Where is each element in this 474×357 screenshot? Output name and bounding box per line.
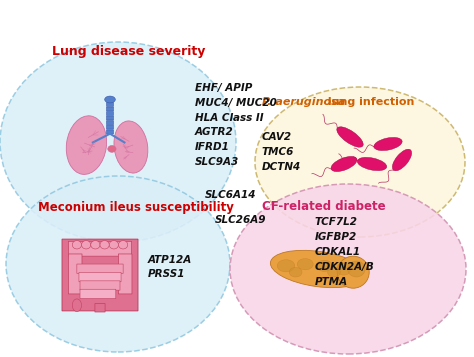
FancyBboxPatch shape — [107, 125, 113, 129]
Ellipse shape — [100, 241, 109, 249]
Text: SLC6A14: SLC6A14 — [205, 190, 256, 200]
FancyBboxPatch shape — [107, 112, 113, 115]
Ellipse shape — [317, 260, 332, 271]
Ellipse shape — [392, 149, 411, 171]
Text: Lung disease severity: Lung disease severity — [52, 45, 205, 59]
FancyBboxPatch shape — [77, 264, 123, 273]
FancyBboxPatch shape — [107, 102, 113, 106]
FancyBboxPatch shape — [95, 303, 105, 312]
Ellipse shape — [255, 87, 465, 237]
Ellipse shape — [331, 156, 357, 172]
FancyBboxPatch shape — [107, 121, 113, 125]
FancyBboxPatch shape — [68, 254, 82, 294]
Ellipse shape — [91, 241, 100, 249]
Text: EHF/ APIP
MUC4/ MUC20
HLA Class II
AGTR2
IFRD1
SLC9A3: EHF/ APIP MUC4/ MUC20 HLA Class II AGTR2… — [195, 83, 277, 167]
Ellipse shape — [109, 241, 118, 249]
FancyBboxPatch shape — [68, 241, 132, 256]
FancyBboxPatch shape — [107, 116, 113, 120]
Text: CAV2
TMC6
DCTN4: CAV2 TMC6 DCTN4 — [262, 132, 301, 172]
FancyBboxPatch shape — [80, 281, 120, 290]
Ellipse shape — [66, 116, 107, 175]
FancyBboxPatch shape — [62, 239, 138, 311]
Ellipse shape — [337, 263, 351, 275]
Ellipse shape — [230, 184, 466, 354]
Text: ATP12A
PRSS1: ATP12A PRSS1 — [148, 255, 192, 280]
Ellipse shape — [105, 96, 115, 103]
FancyBboxPatch shape — [79, 272, 121, 282]
Ellipse shape — [374, 137, 402, 151]
Text: CF-related diabete: CF-related diabete — [262, 201, 386, 213]
Ellipse shape — [328, 267, 340, 277]
Text: lung infection: lung infection — [324, 97, 414, 107]
Ellipse shape — [118, 241, 128, 249]
Ellipse shape — [277, 260, 295, 272]
Ellipse shape — [114, 121, 148, 173]
FancyBboxPatch shape — [118, 254, 132, 294]
Ellipse shape — [270, 250, 365, 288]
Ellipse shape — [347, 261, 365, 277]
Ellipse shape — [72, 241, 82, 249]
Ellipse shape — [289, 267, 302, 277]
Ellipse shape — [82, 241, 91, 249]
Ellipse shape — [6, 176, 230, 352]
FancyBboxPatch shape — [80, 289, 116, 298]
Ellipse shape — [337, 127, 363, 147]
Ellipse shape — [72, 299, 82, 312]
FancyBboxPatch shape — [107, 107, 113, 111]
FancyBboxPatch shape — [107, 130, 113, 134]
Ellipse shape — [108, 146, 116, 152]
Text: TCF7L2
IGFBP2
CDKAL1
CDKN2A/B
PTMA: TCF7L2 IGFBP2 CDKAL1 CDKN2A/B PTMA — [315, 217, 375, 287]
Text: Meconium ileus susceptibility: Meconium ileus susceptibility — [38, 201, 234, 213]
Ellipse shape — [357, 157, 387, 171]
Ellipse shape — [297, 258, 313, 270]
Ellipse shape — [0, 42, 236, 242]
Text: SLC26A9: SLC26A9 — [215, 215, 266, 225]
Ellipse shape — [337, 256, 369, 288]
Text: P. aeruginosa: P. aeruginosa — [262, 97, 345, 107]
